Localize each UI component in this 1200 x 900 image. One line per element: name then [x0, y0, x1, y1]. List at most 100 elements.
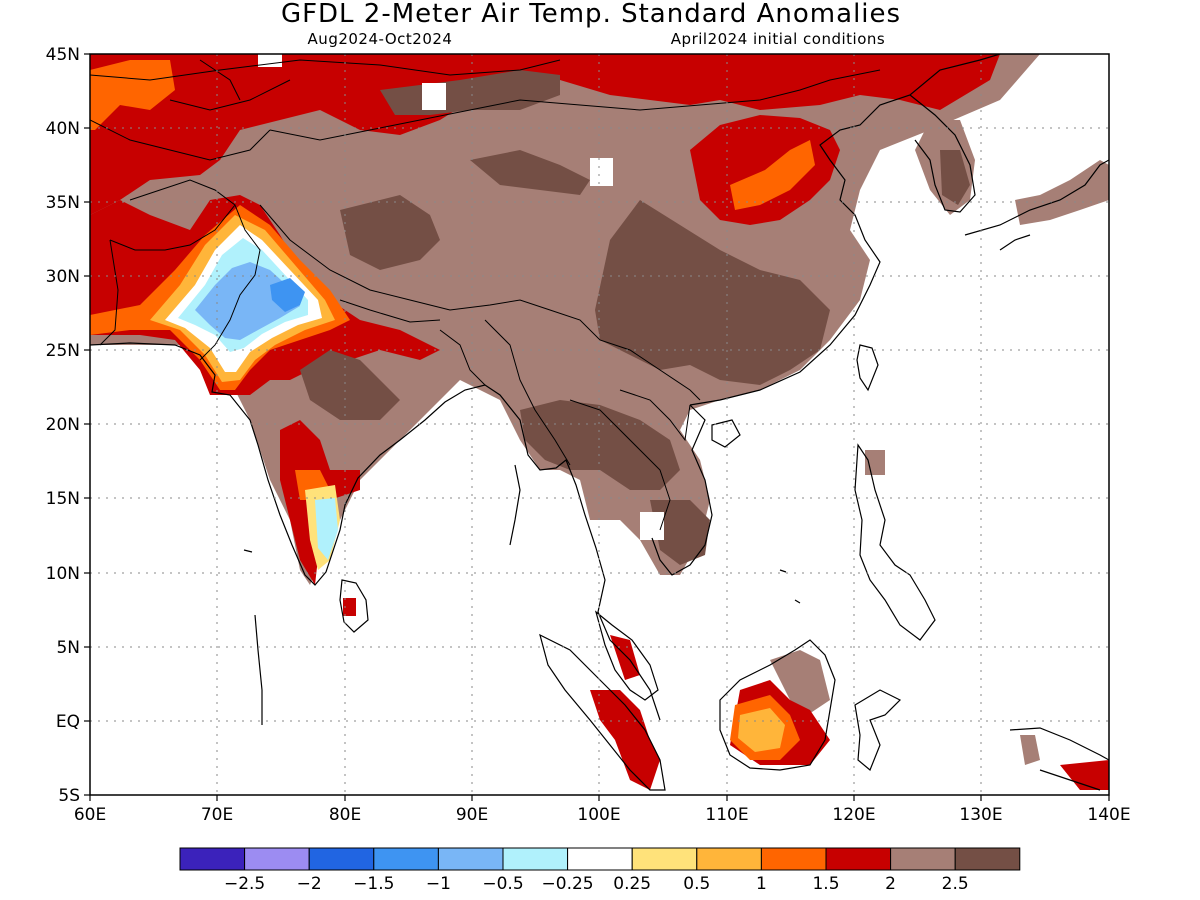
- colorbar-label: −0.25: [542, 874, 594, 894]
- border-central-asia-1: [90, 119, 271, 161]
- strong-warm-region-china-south: [595, 200, 830, 385]
- border-china-south: [259, 204, 701, 401]
- lon-tick-label: 60E: [74, 805, 106, 825]
- lon-tick-label: 110E: [705, 805, 748, 825]
- warm-region-new-guinea: [1020, 735, 1040, 765]
- colorbar-swatch: [631, 847, 698, 871]
- neutral-cell-1: [422, 83, 446, 110]
- lat-tick-label: 35N: [46, 193, 80, 213]
- colorbar-label: 2.5: [942, 874, 969, 894]
- colorbar-label: 0.5: [683, 874, 710, 894]
- coastline-arabia-india: [90, 342, 661, 721]
- longitude-tick-marks: [89, 795, 1110, 801]
- warm-region-japan: [1015, 160, 1109, 225]
- lat-tick-label: 10N: [46, 564, 80, 584]
- colorbar-labels: −2.5 −2 −1.5 −1 −0.5 −0.25 0.25 0.5 1 1.…: [224, 874, 969, 894]
- colorbar: −2.5 −2 −1.5 −1 −0.5 −0.25 0.25 0.5 1 1.…: [179, 847, 1021, 894]
- hot-region-sri-lanka: [343, 598, 356, 616]
- colorbar-swatch: [373, 847, 439, 871]
- orange-region-northwest: [90, 60, 175, 130]
- lat-tick-label: 40N: [46, 119, 80, 139]
- border-pakistan-india: [199, 204, 261, 361]
- border-bangladesh: [439, 329, 486, 386]
- colorbar-swatch: [179, 847, 246, 871]
- lon-tick-label: 140E: [1087, 805, 1130, 825]
- strong-warm-region-tibet: [340, 195, 440, 270]
- coastline-borneo: [719, 639, 836, 771]
- coastline-malaya: [594, 610, 659, 701]
- initial-conditions-label: April2024 initial conditions: [671, 30, 885, 48]
- strong-warm-region-indochina: [520, 400, 680, 490]
- colorbar-swatch: [567, 847, 633, 871]
- lon-tick-label: 130E: [959, 805, 1002, 825]
- coastline-hainan: [711, 419, 741, 448]
- latitude-tick-marks: [84, 53, 90, 796]
- coastlines: [90, 54, 1109, 791]
- coastline-china-east: [689, 54, 1001, 406]
- colorbar-label: 0.25: [613, 874, 651, 894]
- coastline-andaman: [509, 464, 521, 546]
- longitude-axis: 60E 70E 80E 90E 100E 110E 120E 130E 140E: [74, 805, 1131, 825]
- colorbar-swatch: [696, 847, 762, 871]
- colorbar-label: 2: [885, 874, 896, 894]
- border-nepal: [339, 299, 441, 323]
- lat-tick-label: 20N: [46, 415, 80, 435]
- colorbar-label: −2.5: [224, 874, 265, 894]
- coastline-new-guinea: [1009, 727, 1109, 791]
- strong-warm-region-mongolia: [470, 150, 590, 195]
- warm-region-borneo: [770, 650, 830, 720]
- lon-tick-label: 80E: [329, 805, 361, 825]
- coastline-indochina-east: [651, 404, 713, 576]
- colorbar-swatch: [437, 847, 504, 871]
- border-afghanistan: [109, 179, 236, 251]
- border-mongolia: [269, 69, 881, 141]
- hot-region-png: [1060, 760, 1109, 790]
- colorbar-swatch: [244, 847, 310, 871]
- colorbar-swatch: [760, 847, 827, 871]
- lat-tick-label: 25N: [46, 341, 80, 361]
- coastline-bay-islands: [243, 549, 801, 604]
- colorbar-swatch: [890, 847, 956, 871]
- hot-region-north: [90, 54, 1000, 215]
- coastline-sumatra: [539, 633, 666, 791]
- hot-region-malaya: [610, 635, 640, 680]
- colorbar-label: −0.5: [482, 874, 523, 894]
- coastline-maldives: [254, 614, 263, 725]
- coastline-sulawesi: [854, 689, 902, 771]
- lat-tick-label: 15N: [46, 489, 80, 509]
- lat-tick-label: 45N: [46, 45, 80, 65]
- border-vietnam: [619, 389, 691, 442]
- border-thailand-laos: [569, 399, 671, 531]
- hot-region-sumatra: [590, 690, 660, 790]
- colorbar-label: 1.5: [812, 874, 839, 894]
- border-central-asia-2: [169, 59, 291, 111]
- map-title: GFDL 2-Meter Air Temp. Standard Anomalie…: [281, 0, 901, 29]
- colorbar-swatch: [825, 847, 892, 871]
- coastline-japan: [964, 159, 1109, 251]
- anomaly-shading: [90, 54, 1109, 790]
- strong-warm-region-korea: [940, 150, 970, 205]
- lon-tick-label: 90E: [456, 805, 488, 825]
- border-iran: [99, 239, 119, 346]
- lat-tick-label: EQ: [56, 712, 80, 732]
- country-borders: [90, 59, 881, 531]
- lat-tick-label: 5N: [56, 638, 80, 658]
- neutral-cell-3: [258, 54, 282, 67]
- neutral-cell-2: [590, 158, 613, 186]
- cool-light-region-india-east: [315, 498, 338, 560]
- forecast-period-label: Aug2024-Oct2024: [308, 30, 453, 48]
- lat-tick-label: 5S: [58, 786, 80, 806]
- cool-strong-region-pakistan: [270, 278, 305, 312]
- colorbar-label: −2: [297, 874, 322, 894]
- colorbar-label: −1: [426, 874, 451, 894]
- latitude-axis: 45N 40N 35N 30N 25N 20N 15N 10N 5N EQ 5S: [46, 45, 80, 806]
- cool-region-pakistan: [195, 262, 300, 340]
- coastline-taiwan: [856, 344, 879, 392]
- coastline-philippines: [854, 443, 936, 641]
- lon-tick-label: 120E: [832, 805, 875, 825]
- lon-tick-label: 100E: [577, 805, 620, 825]
- colorbar-label: −1.5: [353, 874, 394, 894]
- colorbar-label: 1: [756, 874, 767, 894]
- coastline-sri-lanka: [339, 579, 369, 633]
